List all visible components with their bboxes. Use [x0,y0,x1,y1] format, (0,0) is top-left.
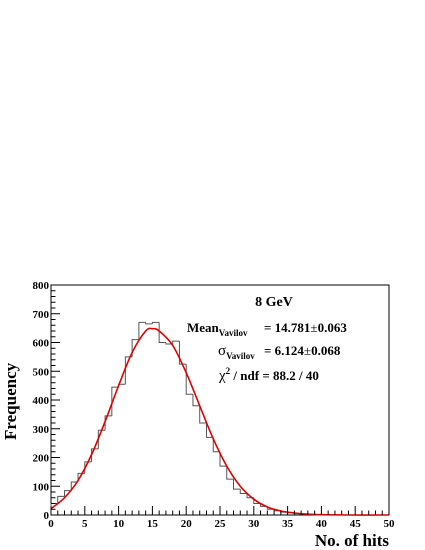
tick-labels: 0 5 10 15 20 25 30 35 40 45 5001002003004005006007… [33,280,396,530]
x-tick-label: 40 [316,518,328,530]
x-tick-label: 0 [48,518,54,530]
histogram-bin [199,405,207,424]
x-tick-label: 25 [215,518,227,530]
histogram-bin [111,386,119,416]
y-tick-label: 0 [44,510,50,522]
mean-error: 0.063 [318,320,348,335]
histogram-bin [158,322,166,343]
energy-label: 8 GeV [255,295,293,310]
x-tick-label: 45 [350,518,362,530]
mean-label: Mean [187,320,220,335]
x-tick-label: 15 [147,518,159,530]
histogram-bin [104,415,112,431]
sigma-pm: ± [304,343,311,358]
histogram-bin [91,448,99,462]
y-tick-label: 100 [33,481,50,493]
histogram-bin [138,321,146,340]
x-axis-title: No. of hits [315,531,390,550]
y-tick-label: 500 [33,366,50,378]
histogram-bin [178,341,187,365]
y-tick-label: 400 [33,395,50,407]
y-tick-label: 700 [33,309,50,321]
sigma-stat: σVavilov [218,343,255,361]
mean-value: = 14.781±0.063 [264,320,347,335]
fit-curve-group [50,327,390,516]
stats-box: 8 GeV MeanVavilov = 14.781±0.063 σVavilo… [187,295,347,384]
x-tick-label: 30 [248,518,260,530]
histogram-bin [151,321,160,324]
mean-value-text: = 14.781 [264,320,310,335]
sigma-error: 0.068 [311,343,341,358]
histogram-bin [145,322,153,325]
x-tick-label: 10 [113,518,125,530]
y-tick-label: 200 [33,453,50,465]
histogram-bin [64,490,72,497]
y-tick-label: 800 [33,280,50,292]
mean-subscript: Vavilov [219,328,248,338]
sigma-subscript: Vavilov [226,351,255,361]
sigma-value-text: = 6.124 [264,343,304,358]
histogram-bin [70,481,79,491]
y-axis-title: Frequency [1,362,20,440]
histogram-bin [57,495,65,504]
histogram-bin [205,423,214,438]
chi2-symbol: χ [218,368,226,384]
mean-stat: MeanVavilov [187,320,248,338]
histogram-bin [165,342,173,345]
x-tick-label: 50 [384,518,396,530]
histogram-bin [172,340,180,344]
axis-ticks [50,284,390,516]
fit-curve [50,327,390,516]
chi2-stat: χ2 / ndf = 88.2 / 40 [218,366,319,384]
chi2-rest: / ndf = 88.2 / 40 [230,368,319,383]
chi2-superscript: 2 [226,366,231,376]
histogram-bin [226,466,234,480]
sigma-value: = 6.124±0.068 [264,343,341,358]
y-tick-label: 300 [33,424,50,436]
x-tick-label: 35 [282,518,294,530]
histogram-bin [192,394,200,407]
histogram-bin [212,437,220,453]
mean-pm: ± [310,320,317,335]
histogram-bin [239,489,248,494]
sigma-label: σ [218,343,226,359]
x-tick-label: 20 [181,518,193,530]
histogram-bin [97,429,106,449]
x-tick-label: 5 [82,518,88,530]
histogram-bin [219,451,227,467]
y-tick-label: 600 [33,338,50,350]
histogram-bin [233,479,241,490]
